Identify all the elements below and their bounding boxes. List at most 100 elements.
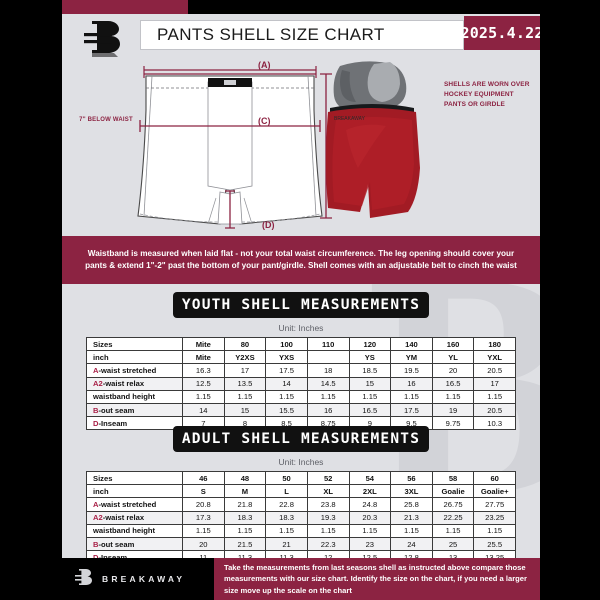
- row-label-cell: A-waist stretched: [86, 497, 183, 512]
- banner-text: Waistband is measured when laid flat - n…: [85, 248, 517, 271]
- table-cell: L: [265, 484, 308, 499]
- table-cell: [306, 350, 350, 365]
- table-row: A2-waist relax 17.3 18.3 18.3 19.3 20.3 21.3 22…: [86, 510, 516, 525]
- youth-section-title: YOUTH SHELL MEASUREMENTS: [181, 297, 421, 313]
- date-badge: 2025.4.22: [460, 16, 540, 50]
- table-cell: 1.15: [348, 523, 392, 538]
- row-label-cell: Sizes: [86, 470, 183, 486]
- youth-measurement-table: Sizes Mite 80 100 110 120 140 160 180 inch Mite Y2X…: [86, 336, 516, 431]
- pants-technical-drawing: [137, 66, 332, 229]
- row-label-prefix: A2: [93, 513, 103, 523]
- table-cell: YS: [348, 350, 392, 365]
- table-cell: 1.15: [223, 523, 267, 538]
- page-title-text: PANTS SHELL SIZE CHART: [157, 25, 385, 44]
- table-cell: 160: [431, 336, 475, 352]
- header: PANTS SHELL SIZE CHART 2025.4.22: [62, 14, 540, 58]
- label-a: (A): [258, 60, 271, 70]
- table-row: A-waist stretched 16.3 17 17.5 18 18.5 19.5 20 2…: [86, 363, 516, 378]
- table-cell: 120: [348, 336, 392, 352]
- table-cell: 24.8: [348, 497, 392, 512]
- table-row: Sizes Mite 80 100 110 120 140 160 180: [86, 336, 516, 352]
- table-cell: 12.5: [348, 550, 392, 558]
- below-waist-note: 7" BELOW WAIST: [79, 117, 133, 123]
- row-label-prefix: A: [93, 499, 99, 509]
- table-cell: 16: [306, 402, 350, 418]
- row-label-prefix: B: [93, 539, 99, 549]
- table-cell: 22.25: [431, 510, 475, 525]
- table-cell: 13: [431, 550, 475, 558]
- row-label-cell: waistband height: [86, 389, 183, 404]
- table-cell: 15: [348, 376, 392, 391]
- table-cell: 1.15: [348, 389, 392, 404]
- table-cell: 16.5: [431, 376, 475, 391]
- table-cell: 22.3: [306, 536, 350, 552]
- table-cell: 1.15: [473, 523, 516, 538]
- table-cell: 23.25: [473, 510, 516, 525]
- table-cell: 25.8: [390, 497, 433, 512]
- adult-unit-label: Unit: Inches: [278, 457, 324, 467]
- row-label-cell: D-Inseam: [86, 416, 183, 431]
- table-cell: 15: [223, 402, 267, 418]
- table-cell: 1.15: [390, 389, 433, 404]
- table-cell: 52: [306, 470, 350, 486]
- table-cell: 1.15: [265, 389, 308, 404]
- row-label-prefix: A2: [93, 379, 103, 389]
- table-row: D-Inseam 11 11.3 11.3 12 12.5 12.8 13 13.25: [86, 550, 516, 558]
- table-cell: 21.8: [223, 497, 267, 512]
- content-panel: B PANTS SHELL SIZE CHART 2025.4.22: [62, 14, 540, 558]
- adult-section-title: ADULT SHELL MEASUREMENTS: [181, 431, 421, 447]
- table-cell: 56: [390, 470, 433, 486]
- table-cell: 20.8: [182, 497, 225, 512]
- table-cell: 13.25: [473, 550, 516, 558]
- table-cell: 12.5: [182, 376, 225, 391]
- youth-section-header: YOUTH SHELL MEASUREMENTS: [173, 292, 429, 318]
- table-cell: Mite: [182, 336, 225, 352]
- table-cell: 21: [265, 536, 308, 552]
- table-cell: Goalie: [431, 484, 475, 499]
- footer-brand-name: BREAKAWAY: [102, 574, 186, 584]
- table-cell: 60: [473, 470, 516, 486]
- table-cell: 21.5: [223, 536, 267, 552]
- date-badge-text: 2025.4.22: [460, 24, 540, 42]
- youth-section: YOUTH SHELL MEASUREMENTS Unit: Inches Si…: [62, 292, 540, 431]
- label-c: (C): [258, 116, 271, 126]
- row-label-cell: inch: [86, 350, 183, 365]
- table-cell: 1.15: [473, 389, 516, 404]
- adult-section: ADULT SHELL MEASUREMENTS Unit: Inches Si…: [62, 426, 540, 558]
- top-accent-strip: [62, 0, 188, 14]
- row-label-cell: Sizes: [86, 336, 183, 352]
- table-cell: 1.15: [390, 523, 433, 538]
- table-row: inch Mite Y2XS YXS YS YM YL YXL: [86, 350, 516, 365]
- table-cell: 10.3: [473, 416, 516, 431]
- breakaway-b-logo-icon-footer: [72, 567, 94, 591]
- table-cell: Mite: [182, 350, 225, 365]
- youth-unit-label: Unit: Inches: [278, 323, 324, 333]
- table-cell: 22.8: [265, 497, 308, 512]
- table-cell: 1.15: [265, 523, 308, 538]
- footer-note: Take the measurements from last seasons …: [214, 558, 540, 600]
- footer-brand: BREAKAWAY: [72, 564, 208, 594]
- row-label-cell: B-out seam: [86, 536, 183, 552]
- table-cell: 1.15: [431, 523, 475, 538]
- row-label-cell: A-waist stretched: [86, 363, 183, 378]
- table-cell: 14: [182, 402, 225, 418]
- table-row: A2-waist relax 12.5 13.5 14 14.5 15 16 16.5 17: [86, 376, 516, 391]
- table-cell: 58: [431, 470, 475, 486]
- table-cell: 27.75: [473, 497, 516, 512]
- table-cell: 80: [223, 336, 267, 352]
- row-label-prefix: D: [93, 552, 99, 558]
- table-cell: Goalie+: [473, 484, 516, 499]
- row-label-cell: waistband height: [86, 523, 183, 538]
- svg-text:BREAKAWAY: BREAKAWAY: [334, 116, 366, 122]
- row-label-cell: A2-waist relax: [86, 376, 183, 391]
- table-cell: 17.5: [390, 402, 433, 418]
- table-cell: 20.3: [348, 510, 392, 525]
- table-cell: 26.75: [431, 497, 475, 512]
- table-cell: 11: [182, 550, 225, 558]
- table-row: waistband height 1.15 1.15 1.15 1.15 1.15 1.15…: [86, 389, 516, 404]
- table-cell: 21.3: [390, 510, 433, 525]
- table-cell: YXL: [473, 350, 516, 365]
- table-cell: 18.3: [265, 510, 308, 525]
- table-cell: 17: [473, 376, 516, 391]
- table-cell: 17.3: [182, 510, 225, 525]
